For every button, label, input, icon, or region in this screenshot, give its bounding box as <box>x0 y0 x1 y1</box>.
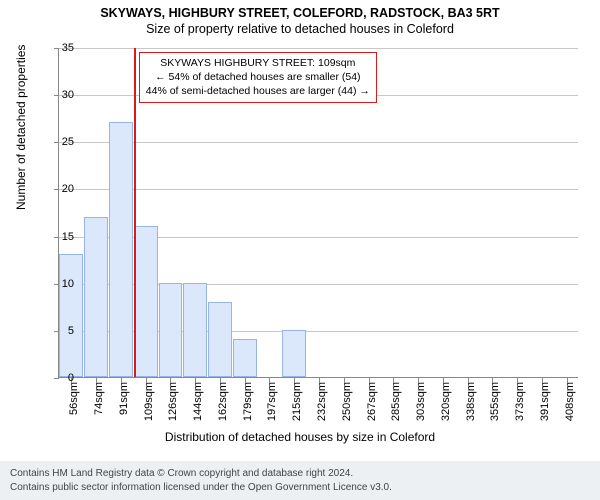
bar <box>109 122 133 377</box>
x-tick-label: 74sqm <box>93 382 105 415</box>
info-box: SKYWAYS HIGHBURY STREET: 109sqm ← 54% of… <box>139 52 377 103</box>
x-tick-label: 285sqm <box>390 382 402 421</box>
info-line-3: 44% of semi-detached houses are larger (… <box>146 84 370 98</box>
x-axis-label: Distribution of detached houses by size … <box>0 430 600 444</box>
y-axis-label: Number of detached properties <box>14 45 28 210</box>
y-tick-label: 20 <box>50 183 74 195</box>
chart-area: 56sqm74sqm91sqm109sqm126sqm144sqm162sqm1… <box>58 48 578 378</box>
x-tick-label: 232sqm <box>316 382 328 421</box>
y-tick-label: 35 <box>50 42 74 54</box>
bar <box>233 339 257 377</box>
bar <box>208 302 232 377</box>
x-tick-label: 355sqm <box>489 382 501 421</box>
x-tick-label: 373sqm <box>514 382 526 421</box>
footer-line-1: Contains HM Land Registry data © Crown c… <box>10 467 590 481</box>
x-tick-label: 109sqm <box>143 382 155 421</box>
x-tick-label: 179sqm <box>242 382 254 421</box>
x-tick-label: 267sqm <box>366 382 378 421</box>
info-line-1: SKYWAYS HIGHBURY STREET: 109sqm <box>146 56 370 70</box>
x-tick-label: 338sqm <box>465 382 477 421</box>
footer: Contains HM Land Registry data © Crown c… <box>0 461 600 500</box>
x-tick-label: 303sqm <box>415 382 427 421</box>
y-tick-label: 25 <box>50 136 74 148</box>
grid-line <box>59 142 578 143</box>
grid-line <box>59 189 578 190</box>
bar <box>159 283 183 377</box>
footer-line-2: Contains public sector information licen… <box>10 481 590 495</box>
y-tick-label: 10 <box>50 278 74 290</box>
x-tick-label: 126sqm <box>167 382 179 421</box>
y-tick-label: 5 <box>50 325 74 337</box>
x-tick-label: 250sqm <box>341 382 353 421</box>
x-tick-label: 408sqm <box>564 382 576 421</box>
grid-line <box>59 48 578 49</box>
x-tick-label: 391sqm <box>539 382 551 421</box>
x-tick-label: 197sqm <box>266 382 278 421</box>
x-tick-label: 56sqm <box>68 382 80 415</box>
x-tick-label: 320sqm <box>440 382 452 421</box>
x-tick-label: 144sqm <box>192 382 204 421</box>
x-tick-label: 91sqm <box>118 382 130 415</box>
page-subtitle: Size of property relative to detached ho… <box>0 20 600 36</box>
marker-line <box>134 48 136 377</box>
info-line-2: ← 54% of detached houses are smaller (54… <box>146 70 370 84</box>
bar <box>282 330 306 377</box>
x-tick-label: 215sqm <box>291 382 303 421</box>
page-title: SKYWAYS, HIGHBURY STREET, COLEFORD, RADS… <box>0 0 600 20</box>
y-tick-label: 0 <box>50 372 74 384</box>
bar <box>59 254 83 377</box>
bar <box>134 226 158 377</box>
y-tick-label: 15 <box>50 231 74 243</box>
bar <box>84 217 108 377</box>
x-tick-label: 162sqm <box>217 382 229 421</box>
y-tick-label: 30 <box>50 89 74 101</box>
bar <box>183 283 207 377</box>
